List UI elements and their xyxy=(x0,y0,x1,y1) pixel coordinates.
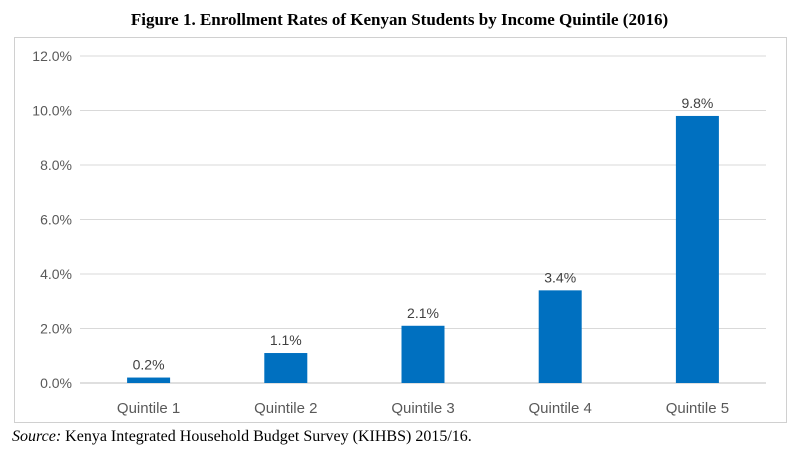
gridlines xyxy=(80,55,766,384)
source-text: Kenya Integrated Household Budget Survey… xyxy=(61,428,472,445)
data-labels: 0.2% 1.1% 2.1% 3.4% 9.8% xyxy=(133,95,714,373)
y-tick-label: 8.0% xyxy=(40,157,72,173)
data-label: 9.8% xyxy=(681,95,713,111)
data-label: 2.1% xyxy=(407,305,439,321)
data-label: 3.4% xyxy=(544,269,576,285)
data-label: 0.2% xyxy=(133,357,165,373)
bar xyxy=(401,325,445,383)
bar xyxy=(675,115,719,383)
x-axis-categories: Quintile 1 Quintile 2 Quintile 3 Quintile 4… xyxy=(117,400,729,417)
category-label: Quintile 4 xyxy=(529,400,592,417)
category-label: Quintile 3 xyxy=(391,400,454,417)
source-label: Source: xyxy=(12,428,62,445)
y-tick-label: 0.0% xyxy=(40,375,72,391)
y-tick-label: 6.0% xyxy=(40,212,72,228)
source-note: Source: Kenya Integrated Household Budge… xyxy=(12,428,792,446)
y-tick-label: 2.0% xyxy=(40,321,72,337)
y-tick-label: 4.0% xyxy=(40,266,72,282)
y-tick-label: 12.0% xyxy=(32,48,72,64)
bar-chart: 0.0% 2.0% 4.0% 6.0% 8.0% 10.0% 12.0% 0.2% 1.1% 2… xyxy=(32,48,766,417)
category-label: Quintile 2 xyxy=(254,400,317,417)
y-axis-ticks: 0.0% 2.0% 4.0% 6.0% 8.0% 10.0% 12.0% xyxy=(32,48,72,391)
category-label: Quintile 5 xyxy=(666,400,729,417)
figure-title: Figure 1. Enrollment Rates of Kenyan Stu… xyxy=(130,10,669,29)
bar xyxy=(538,290,582,383)
bar xyxy=(264,353,308,383)
bars xyxy=(127,115,719,383)
y-tick-label: 10.0% xyxy=(32,103,72,119)
chart-frame xyxy=(14,37,787,423)
category-label: Quintile 1 xyxy=(117,400,180,417)
bar xyxy=(127,377,171,383)
data-label: 1.1% xyxy=(270,332,302,348)
